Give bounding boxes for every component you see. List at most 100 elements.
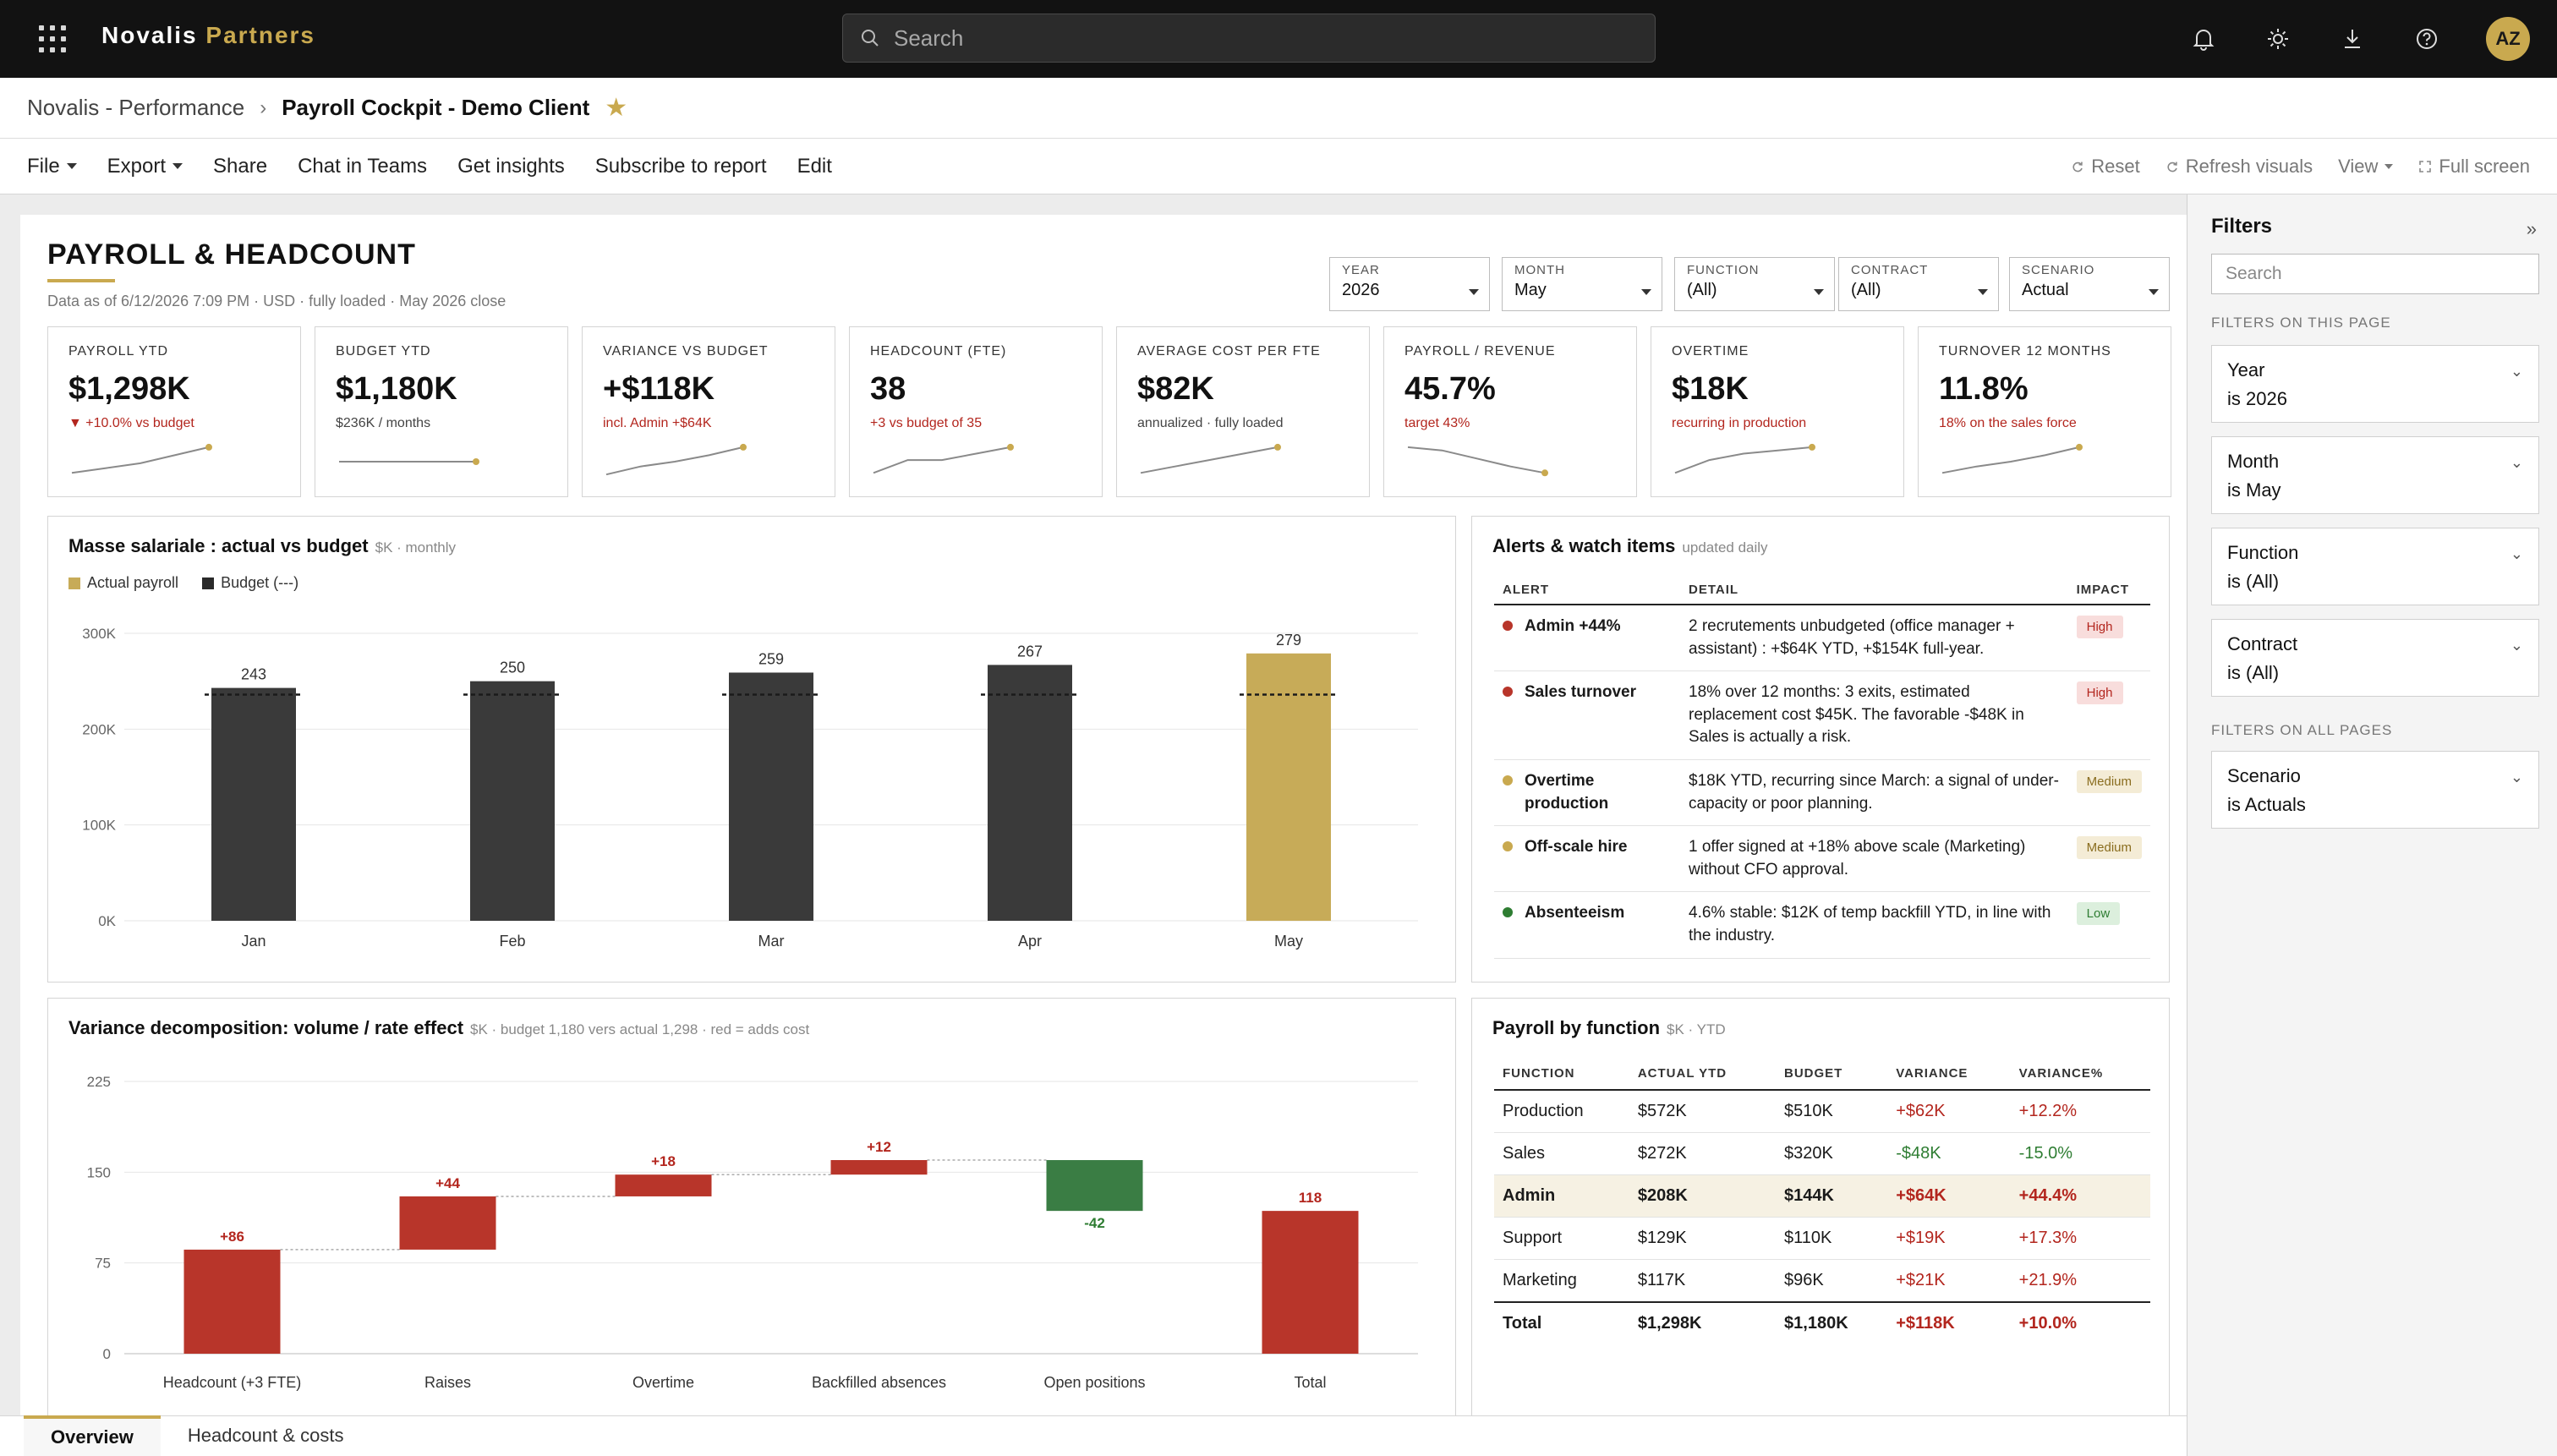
alerts-subtitle: updated daily (1682, 539, 1768, 556)
kpi-card-payroll-ytd[interactable]: PAYROLL YTD $1,298K ▼ +10.0% vs budget (47, 326, 301, 497)
kpi-sparkline (71, 443, 212, 474)
kpi-note: $236K / months (336, 416, 431, 430)
brand-logo: Novalis Partners (101, 22, 315, 49)
table-row[interactable]: Production $572K $510K +$62K +12.2% (1494, 1090, 2150, 1133)
kpi-label: BUDGET YTD (336, 344, 431, 359)
column-header-function[interactable]: FUNCTION (1494, 1058, 1629, 1091)
cell-budget: $1,180K (1776, 1301, 1888, 1344)
slicer-scenario[interactable]: SCENARIO Actual (2009, 257, 2170, 311)
filter-card-month[interactable]: Month is May ⌄ (2211, 436, 2539, 514)
column-header-alert[interactable]: ALERT (1494, 576, 1680, 605)
chart-subtitle: $K · budget 1,180 vers actual 1,298 · re… (470, 1021, 810, 1037)
slicer-month[interactable]: MONTH May (1502, 257, 1662, 311)
column-header-budget[interactable]: BUDGET (1776, 1058, 1888, 1091)
settings-icon[interactable] (2263, 24, 2293, 54)
table-row[interactable]: Marketing $117K $96K +$21K +21.9% (1494, 1259, 2150, 1303)
kpi-card-headcount[interactable]: HEADCOUNT (FTE) 38 +3 vs budget of 35 (849, 326, 1103, 497)
kpi-card-payroll-revenue[interactable]: PAYROLL / REVENUE 45.7% target 43% (1383, 326, 1637, 497)
alert-row[interactable]: Off-scale hire 1 offer signed at +18% ab… (1494, 825, 2150, 893)
slicer-contract[interactable]: CONTRACT (All) (1838, 257, 1999, 311)
y-tick-label: 100K (82, 818, 116, 834)
subscribe-button[interactable]: Subscribe to report (594, 154, 767, 178)
collapse-pane-icon[interactable]: » (2526, 218, 2537, 239)
download-icon[interactable] (2337, 24, 2368, 54)
chevron-down-icon[interactable]: ⌄ (2510, 454, 2523, 471)
column-header-actual[interactable]: ACTUAL YTD (1629, 1058, 1777, 1091)
reset-button[interactable]: Reset (2071, 156, 2140, 178)
column-header-variance-pct[interactable]: VARIANCE% (2010, 1058, 2150, 1091)
x-tick-label: Apr (1018, 933, 1042, 950)
table-row[interactable]: Sales $272K $320K -$48K -15.0% (1494, 1132, 2150, 1175)
slicer-value: 2026 (1342, 281, 1380, 299)
chevron-down-icon[interactable]: ⌄ (2510, 363, 2523, 380)
get-insights-button[interactable]: Get insights (457, 154, 565, 178)
table-row-highlighted[interactable]: Admin $208K $144K +$64K +44.4% (1494, 1174, 2150, 1218)
chevron-down-icon[interactable]: ⌄ (2510, 545, 2523, 562)
alert-row[interactable]: Sales turnover 18% over 12 months: 3 exi… (1494, 671, 2150, 760)
kpi-card-budget-ytd[interactable]: BUDGET YTD $1,180K $236K / months (315, 326, 568, 497)
bar-actual-jan (211, 687, 296, 921)
kpi-card-overtime[interactable]: OVERTIME $18K recurring in production (1651, 326, 1904, 497)
kpi-card-variance[interactable]: VARIANCE VS BUDGET +$118K incl. Admin +$… (582, 326, 835, 497)
alert-row[interactable]: Overtime production $18K YTD, recurring … (1494, 759, 2150, 827)
file-menu[interactable]: File (27, 155, 77, 178)
slicer-year[interactable]: YEAR 2026 (1329, 257, 1490, 311)
function-table: FUNCTION ACTUAL YTD BUDGET VARIANCE VARI… (1494, 1058, 2150, 1344)
slicer-value: (All) (1687, 281, 1717, 299)
variance-waterfall-chart[interactable]: Variance decomposition: volume / rate ef… (47, 998, 1456, 1415)
share-button[interactable]: Share (213, 154, 268, 178)
column-header-variance[interactable]: VARIANCE (1887, 1058, 2011, 1091)
global-search[interactable] (842, 14, 1656, 63)
filter-search-input[interactable] (2211, 254, 2539, 294)
chat-in-teams-button[interactable]: Chat in Teams (298, 154, 428, 178)
kpi-value: 45.7% (1404, 371, 1496, 407)
breadcrumb-workspace[interactable]: Novalis - Performance (27, 95, 245, 120)
report-name: Payroll Cockpit - Demo Client (282, 95, 590, 120)
cell-variance-pct: +12.2% (2010, 1090, 2150, 1133)
table-row[interactable]: Support $129K $110K +$19K +17.3% (1494, 1217, 2150, 1260)
filter-card-scenario[interactable]: Scenario is Actuals ⌄ (2211, 751, 2539, 829)
kpi-card-turnover[interactable]: TURNOVER 12 MONTHS 11.8% 18% on the sale… (1918, 326, 2171, 497)
tab-headcount-costs[interactable]: Headcount & costs (187, 1425, 344, 1446)
filter-card-contract[interactable]: Contract is (All) ⌄ (2211, 619, 2539, 697)
alert-name: Sales turnover (1503, 681, 1672, 704)
view-menu[interactable]: View (2338, 156, 2394, 178)
cell-function: Sales (1494, 1132, 1629, 1175)
chart-title: Variance decomposition: volume / rate ef… (68, 1017, 809, 1039)
sparkline-end-dot (1007, 443, 1014, 451)
filter-value: is May (2227, 479, 2281, 501)
chart-title-text: Variance decomposition: volume / rate ef… (68, 1017, 464, 1038)
search-input[interactable] (894, 25, 1612, 52)
refresh-visuals-button[interactable]: Refresh visuals (2166, 156, 2313, 178)
column-header-impact[interactable]: IMPACT (2067, 576, 2150, 605)
x-tick-label: Mar (758, 933, 785, 950)
help-icon[interactable] (2412, 24, 2442, 54)
chevron-down-icon[interactable]: ⌄ (2510, 769, 2523, 785)
alert-row[interactable]: Admin +44% 2 recrutements unbudgeted (of… (1494, 605, 2150, 672)
filter-card-function[interactable]: Function is (All) ⌄ (2211, 528, 2539, 605)
tab-overview[interactable]: Overview (24, 1415, 161, 1456)
kpi-sparkline (605, 443, 747, 476)
avatar[interactable]: AZ (2486, 17, 2530, 61)
filter-card-year[interactable]: Year is 2026 ⌄ (2211, 345, 2539, 423)
edit-button[interactable]: Edit (797, 154, 832, 178)
filter-name: Scenario (2227, 765, 2301, 786)
data-label: 267 (1017, 643, 1043, 660)
bell-icon[interactable] (2188, 24, 2219, 54)
slicer-function[interactable]: FUNCTION (All) (1674, 257, 1835, 311)
kpi-card-avg-cost-per-fte[interactable]: AVERAGE COST PER FTE $82K annualized · f… (1116, 326, 1370, 497)
sparkline-end-dot (740, 443, 747, 451)
sparkline-line (1941, 446, 2080, 474)
function-header-row: FUNCTION ACTUAL YTD BUDGET VARIANCE VARI… (1494, 1058, 2150, 1091)
status-dot-icon (1503, 775, 1513, 785)
export-menu[interactable]: Export (107, 155, 183, 178)
cell-budget: $510K (1776, 1090, 1888, 1133)
full-screen-button[interactable]: Full screen (2418, 156, 2530, 178)
payroll-vs-budget-chart[interactable]: Masse salariale : actual vs budget $K · m… (47, 516, 1456, 983)
column-header-detail[interactable]: DETAIL (1680, 576, 2068, 605)
app-launcher-icon[interactable] (39, 25, 66, 52)
cell-budget: $320K (1776, 1132, 1888, 1175)
chevron-down-icon[interactable]: ⌄ (2510, 637, 2523, 654)
favorite-star-icon[interactable]: ★ (605, 94, 628, 122)
alert-row[interactable]: Absenteeism 4.6% stable: $12K of temp ba… (1494, 891, 2150, 959)
